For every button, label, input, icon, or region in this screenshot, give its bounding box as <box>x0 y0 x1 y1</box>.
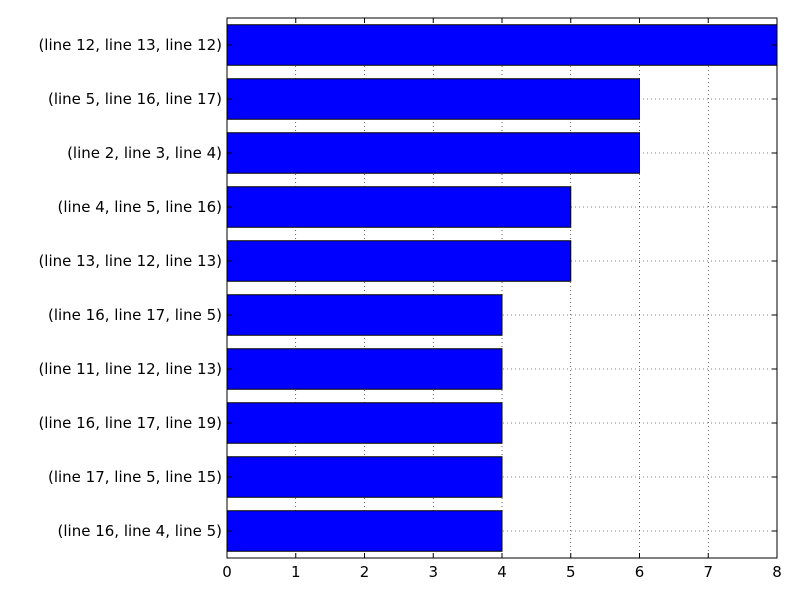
y-tick-label-7: (line 16, line 17, line 19) <box>38 414 222 432</box>
y-tick-label-6: (line 11, line 12, line 13) <box>38 360 222 378</box>
axes <box>226 17 778 559</box>
y-tick-label-0: (line 12, line 13, line 12) <box>38 36 222 54</box>
x-tick-labels: 0 1 2 3 4 5 6 7 8 <box>222 563 782 581</box>
y-tick-label-8: (line 17, line 5, line 15) <box>48 468 222 486</box>
bar-4 <box>226 240 572 282</box>
bar-7 <box>226 402 503 444</box>
bar-2 <box>226 132 640 174</box>
bar-3 <box>226 186 572 228</box>
x-tick-label-5: 5 <box>566 563 576 581</box>
bar-0 <box>226 24 778 66</box>
y-tick-label-1: (line 5, line 16, line 17) <box>48 90 222 108</box>
y-tick-labels: (line 12, line 13, line 12) (line 5, line… <box>38 36 222 540</box>
x-tick-label-3: 3 <box>428 563 438 581</box>
y-tick-label-9: (line 16, line 4, line 5) <box>58 522 222 540</box>
x-tick-label-4: 4 <box>497 563 507 581</box>
bars <box>226 24 778 552</box>
y-tick-label-3: (line 4, line 5, line 16) <box>58 198 222 216</box>
y-tick-label-4: (line 13, line 12, line 13) <box>38 252 222 270</box>
bar-9 <box>226 510 503 552</box>
bar-1 <box>226 78 640 120</box>
bar-6 <box>226 348 503 390</box>
bar-8 <box>226 456 503 498</box>
bar-5 <box>226 294 503 336</box>
y-tick-label-2: (line 2, line 3, line 4) <box>67 144 222 162</box>
x-tick-label-0: 0 <box>222 563 232 581</box>
x-tick-label-8: 8 <box>772 563 782 581</box>
x-tick-label-1: 1 <box>291 563 301 581</box>
x-tick-label-7: 7 <box>703 563 713 581</box>
x-tick-label-2: 2 <box>360 563 370 581</box>
x-tick-label-6: 6 <box>635 563 645 581</box>
y-tick-label-5: (line 16, line 17, line 5) <box>48 306 222 324</box>
